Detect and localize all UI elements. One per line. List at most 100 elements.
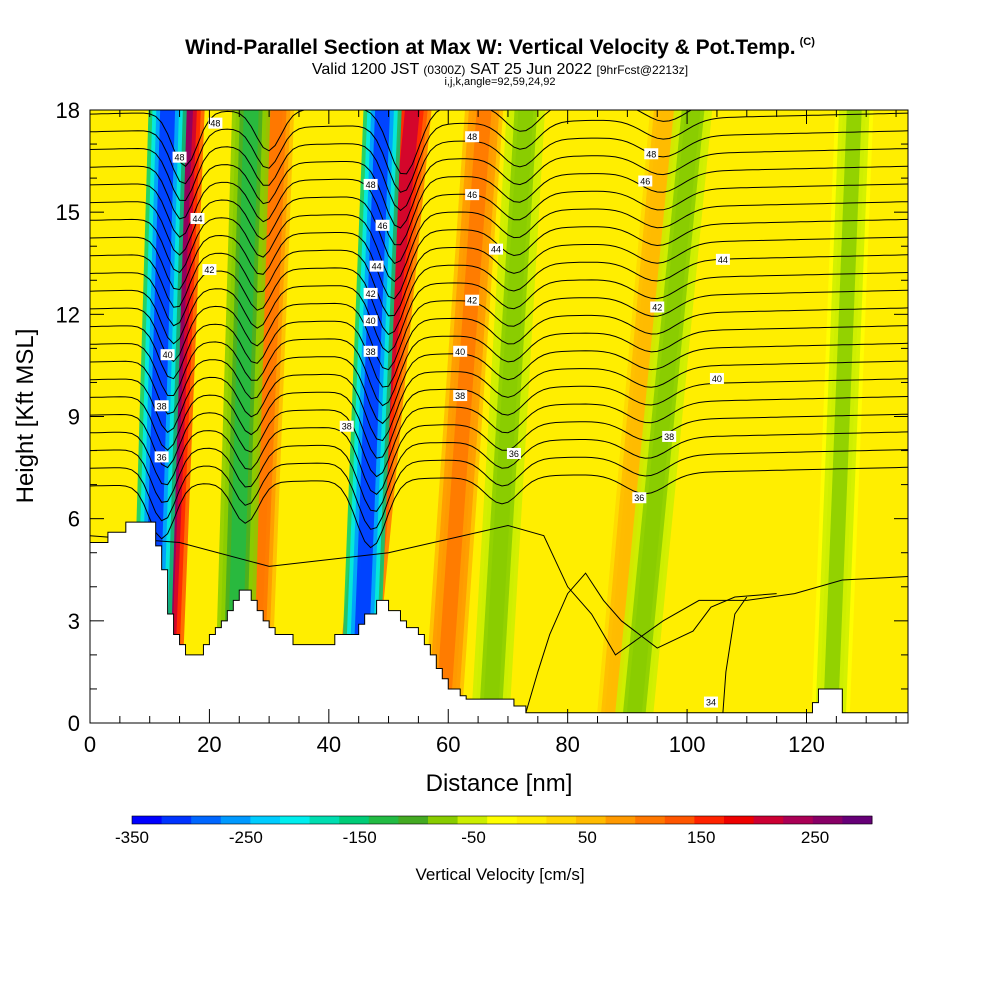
contour-label: 40 [453,345,468,357]
contour-label-text: 38 [455,391,465,401]
contour-label-text: 38 [366,347,376,357]
contour-label-text: 40 [455,347,465,357]
contour-label-bg [208,117,223,129]
contour-label: 42 [202,264,217,276]
contour-label-text: 46 [640,177,650,187]
contour-label-text: 44 [192,214,202,224]
theta-contour-line [90,165,908,246]
contour-label: 46 [638,175,653,187]
y-tick-label: 6 [68,507,80,532]
colorbar-swatch [220,816,251,824]
contour-label-bg [154,400,169,412]
colorbar-swatch [457,816,488,824]
x-tick-label: 60 [436,732,460,757]
theta-contour-line [90,130,908,212]
colorbar: -350 -250 -150 -50 50 150 250 [115,815,873,847]
colorbar-swatch [724,816,755,824]
theta-contour-line [90,307,908,388]
terrain-mask [90,521,908,723]
contour-label: 40 [160,349,175,361]
colorbar-swatch [694,816,725,824]
contour-label-text: 48 [467,132,477,142]
contour-label: 48 [172,151,187,163]
contour-label-text: 38 [342,422,352,432]
colorbar-swatch [368,816,399,824]
chart-title: Wind-Parallel Section at Max W: Vertical… [185,36,815,59]
contour-label-bg [489,243,504,255]
colorbar-tick-label: -250 [229,828,263,847]
colorbar-tick-label: 50 [578,828,597,847]
colorbar-swatch [398,816,429,824]
downdraft-band [625,110,701,723]
colorbar-swatch [605,816,636,824]
contour-label-bg [154,451,169,463]
theta-contour-line [722,596,748,713]
contour-label-text: 46 [467,190,477,200]
contour-label: 34 [703,696,718,708]
colorbar-swatch [783,816,814,824]
contour-label: 44 [489,243,504,255]
contour-label-text: 40 [163,350,173,360]
contour-label-bg [172,151,187,163]
contour-label-bg [465,189,480,201]
contour-label-text: 44 [372,262,382,272]
contour-label-text: 42 [652,303,662,313]
contour-label-bg [363,287,378,299]
x-tick-label: 80 [555,732,579,757]
theta-contour-line [90,183,908,265]
colorbar-swatch [161,816,192,824]
theta-contour-line [90,325,908,407]
contour-label-text: 42 [366,289,376,299]
contour-label: 44 [369,260,384,272]
theta-contour-labels: 48 48 44 42 40 38 36 48 46 44 42 40 38 36 38 48 46 44 42 40… [154,117,730,708]
contour-label-bg [632,492,647,504]
plot-area: 48 48 44 42 40 38 36 48 46 44 42 40 38 36 38 48 46 44 42 40… [90,110,908,723]
contour-label-bg [363,315,378,327]
contour-label: 48 [465,131,480,143]
theta-contour-line [90,201,908,283]
contour-label-bg [650,301,665,313]
contour-label: 42 [650,301,665,313]
contour-label-bg [638,175,653,187]
contour-label-text: 46 [378,221,388,231]
velocity-shading [130,110,874,723]
contour-label: 40 [709,373,724,385]
contour-label-text: 48 [175,153,185,163]
valid-time-subtitle: Valid 1200 JST (0300Z) SAT 25 Jun 2022 [… [311,61,689,78]
y-axis-title: Height [Kft MSL] [12,329,39,504]
contour-label: 44 [715,253,730,265]
colorbar-swatch [812,816,843,824]
x-tick-label: 20 [197,732,221,757]
colorbar-swatch [309,816,340,824]
x-axis: 0 20 40 60 80 100 120 [84,110,897,757]
theta-contour-line [90,272,908,354]
contour-label-text: 34 [706,698,716,708]
colorbar-swatch [280,816,311,824]
colorbar-swatch [191,816,222,824]
contour-label: 42 [465,294,480,306]
contour-label-bg [339,420,354,432]
grid-params-subtitle: i,j,k,angle=92,59,24,92 [444,76,556,88]
theta-contour-line [90,360,908,442]
contour-label-text: 44 [718,255,728,265]
theta-contour-line [90,110,693,175]
theta-contour-line [90,289,908,371]
contour-label-bg [709,373,724,385]
colorbar-swatch [753,816,784,824]
y-tick-label: 12 [56,302,80,327]
contour-label-text: 38 [157,401,167,411]
x-tick-label: 0 [84,732,96,757]
colorbar-swatch [516,816,547,824]
contour-label-text: 42 [204,265,214,275]
contour-label: 48 [644,148,659,160]
contour-label: 44 [190,212,205,224]
theta-contour-line [525,572,777,713]
contour-label-bg [662,430,677,442]
colorbar-swatch [842,816,873,824]
contour-label-text: 48 [210,119,220,129]
contour-label-text: 40 [712,374,722,384]
contour-label: 36 [154,451,169,463]
contour-label: 36 [632,492,647,504]
copyright-mark: (C) [799,36,815,48]
